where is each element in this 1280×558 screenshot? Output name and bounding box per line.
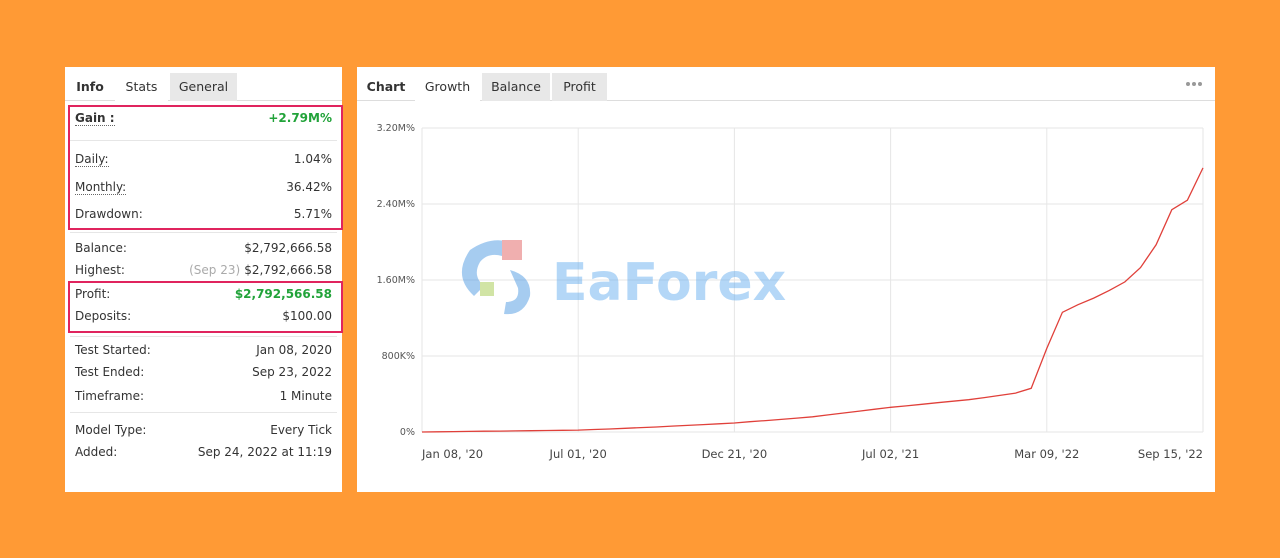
stat-label: Added: — [75, 445, 118, 459]
stat-value: $2,792,666.58 — [244, 263, 332, 277]
stat-row: Highest: (Sep 23) $2,792,666.58 — [75, 261, 332, 279]
stat-row: Test Ended: Sep 23, 2022 — [75, 363, 332, 381]
stat-label: Test Started: — [75, 343, 151, 357]
stat-row: Monthly: 36.42% — [75, 178, 332, 196]
stat-value-wrap: Jan 08, 2020 — [256, 341, 332, 359]
tab[interactable]: Chart — [366, 79, 406, 94]
stat-value-wrap: $2,792,566.58 — [235, 285, 332, 303]
stat-value: 36.42% — [286, 180, 332, 194]
separator — [70, 336, 337, 337]
stat-value: $2,792,666.58 — [244, 241, 332, 255]
x-tick-label: Jan 08, '20 — [421, 447, 483, 461]
x-tick-label: Sep 15, '22 — [1138, 447, 1203, 461]
logo-shape — [461, 240, 510, 296]
logo-shape — [502, 240, 522, 260]
stat-label: Test Ended: — [75, 365, 145, 379]
stat-value-wrap: +2.79M% — [268, 109, 332, 127]
logo-shape — [480, 282, 494, 296]
stat-row: Balance: $2,792,666.58 — [75, 239, 332, 257]
stat-note: (Sep 23) — [189, 263, 241, 277]
menu-dot[interactable] — [1192, 82, 1196, 86]
stat-label: Monthly: — [75, 180, 127, 195]
stat-row: Daily: 1.04% — [75, 150, 332, 168]
stat-label: Profit: — [75, 287, 111, 301]
x-tick-label: Jul 02, '21 — [861, 447, 919, 461]
stat-row: Test Started: Jan 08, 2020 — [75, 341, 332, 359]
menu-dot[interactable] — [1186, 82, 1190, 86]
stat-label: Gain : — [75, 111, 115, 126]
stat-row: Deposits: $100.00 — [75, 307, 332, 325]
stat-value: 5.71% — [293, 207, 332, 221]
stat-value-wrap: 1 Minute — [280, 387, 332, 405]
y-tick-label: 800K% — [382, 351, 415, 362]
tab[interactable]: Balance — [482, 73, 550, 101]
stat-value: +2.79M% — [268, 111, 332, 125]
stat-value-wrap: 1.04% — [294, 150, 332, 168]
x-tick-label: Dec 21, '20 — [702, 447, 768, 461]
stat-row: Drawdown: 5.71% — [75, 205, 332, 223]
y-tick-label: 0% — [400, 427, 415, 438]
tab-border — [357, 100, 1215, 101]
stat-value: $100.00 — [282, 309, 332, 323]
stat-value: 1 Minute — [279, 389, 332, 403]
stat-value: 1.04% — [293, 152, 332, 166]
highlight-box — [68, 281, 343, 333]
x-tick-label: Mar 09, '22 — [1014, 447, 1079, 461]
tab[interactable]: Profit — [552, 73, 607, 101]
stat-value-wrap: $2,792,666.58 — [244, 239, 332, 257]
stat-label: Model Type: — [75, 423, 147, 437]
stat-value-wrap: 5.71% — [294, 205, 332, 223]
watermark: EaForex — [552, 253, 786, 313]
separator — [70, 412, 337, 413]
stat-label: Timeframe: — [75, 389, 144, 403]
stat-value: Sep 24, 2022 at 11:19 — [197, 445, 332, 459]
highlight-box — [68, 105, 343, 230]
tab[interactable]: General — [170, 73, 237, 101]
y-tick-label: 1.60M% — [377, 275, 415, 286]
stat-label: Daily: — [75, 152, 109, 167]
stat-row: Model Type: Every Tick — [75, 421, 332, 439]
separator — [70, 140, 337, 141]
separator — [70, 232, 337, 233]
info-panel — [65, 67, 342, 492]
stat-value-wrap: Sep 24, 2022 at 11:19 — [198, 443, 332, 461]
stat-row: Timeframe: 1 Minute — [75, 387, 332, 405]
stat-value-wrap: Sep 23, 2022 — [252, 363, 332, 381]
stat-label: Balance: — [75, 241, 127, 255]
logo-shape — [504, 270, 531, 315]
stat-value-wrap: (Sep 23) $2,792,666.58 — [189, 261, 332, 279]
stat-label: Deposits: — [75, 309, 132, 323]
stat-value: Jan 08, 2020 — [256, 343, 332, 357]
growth-line — [421, 167, 1204, 433]
stat-row: Added: Sep 24, 2022 at 11:19 — [75, 443, 332, 461]
stat-value: Every Tick — [270, 423, 332, 437]
stat-value-wrap: 36.42% — [286, 178, 332, 196]
stat-row: Profit: $2,792,566.58 — [75, 285, 332, 303]
stat-row: Gain : +2.79M% — [75, 109, 332, 127]
y-tick-label: 3.20M% — [377, 123, 415, 134]
y-tick-label: 2.40M% — [377, 199, 415, 210]
stat-value-wrap: Every Tick — [270, 421, 332, 439]
x-tick-label: Jul 01, '20 — [549, 447, 607, 461]
menu-dot[interactable] — [1198, 82, 1202, 86]
stat-value: Sep 23, 2022 — [252, 365, 332, 379]
stat-value-wrap: $100.00 — [282, 307, 332, 325]
stat-label: Highest: — [75, 263, 125, 277]
stat-label: Drawdown: — [75, 207, 143, 221]
tab[interactable]: Growth — [415, 73, 480, 101]
tab[interactable]: Info — [76, 79, 104, 94]
tab[interactable]: Stats — [115, 73, 168, 101]
stat-value: $2,792,566.58 — [234, 287, 332, 301]
watermark-logo — [461, 240, 531, 315]
